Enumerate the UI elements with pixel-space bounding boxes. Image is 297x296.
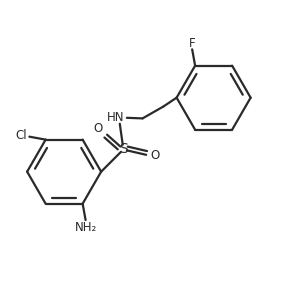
Text: NH₂: NH₂ [75, 221, 97, 234]
Text: F: F [189, 37, 195, 50]
Text: Cl: Cl [15, 129, 27, 142]
Text: O: O [93, 122, 102, 135]
Text: O: O [150, 149, 159, 162]
Text: HN: HN [107, 111, 125, 124]
Text: S: S [119, 142, 128, 157]
